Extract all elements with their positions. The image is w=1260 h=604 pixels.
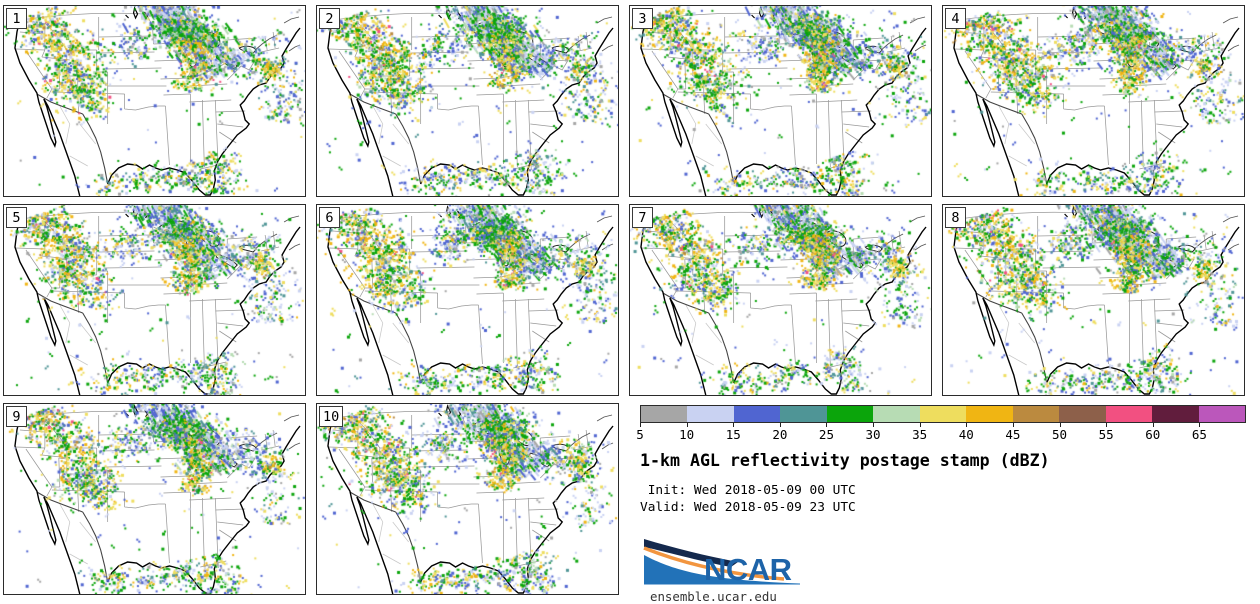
member-number: 10: [319, 406, 344, 427]
colorbar-segment: [919, 406, 967, 422]
ncar-logo-orange-arc: [643, 546, 785, 581]
colorbar-segment: [873, 406, 920, 422]
ensemble-member-panel: 8: [942, 204, 1245, 396]
colorbar-tick-label: 30: [865, 427, 881, 442]
colorbar-tick: [1199, 423, 1201, 427]
colorbar-tick: [873, 423, 875, 427]
ensemble-member-panel: 5: [3, 204, 306, 396]
member-number: 2: [319, 8, 340, 29]
colorbar-tick-label: 35: [912, 427, 928, 442]
ncar-logo-blue-swoosh: [644, 555, 800, 585]
figure-title: 1-km AGL reflectivity postage stamp (dBZ…: [640, 451, 1050, 470]
ensemble-member-panel: 2: [316, 5, 619, 197]
radar-echoes-canvas: [943, 6, 1244, 196]
colorbar-tick-label: 5: [636, 427, 644, 442]
valid-time: Valid: Wed 2018-05-09 23 UTC: [640, 500, 856, 515]
colorbar-tick-label: 40: [958, 427, 974, 442]
member-number: 3: [632, 8, 653, 29]
ensemble-member-panel: 6: [316, 204, 619, 396]
ensemble-member-panel: 3: [629, 5, 932, 197]
colorbar-segment: [826, 406, 874, 422]
colorbar-tick: [1152, 423, 1154, 427]
colorbar-segment: [1198, 406, 1246, 422]
colorbar-segment: [641, 406, 688, 422]
colorbar-tick-labels: 5 10 15 20 25 30 35 40 45 50 55 60 65: [636, 423, 1246, 442]
colorbar-tick: [919, 423, 921, 427]
member-number: 7: [632, 207, 653, 228]
colorbar-tick: [1059, 423, 1061, 427]
colorbar-tick-label: 50: [1052, 427, 1068, 442]
colorbar-tick-label: 20: [772, 427, 788, 442]
colorbar-tick: [686, 423, 688, 427]
member-number: 4: [945, 8, 966, 29]
colorbar-segment: [1105, 406, 1153, 422]
radar-echoes-canvas: [630, 6, 931, 196]
ncar-logo: NCAR: [643, 539, 800, 587]
colorbar-tick-label: 60: [1145, 427, 1161, 442]
colorbar-tick-label: 45: [1005, 427, 1021, 442]
member-number: 6: [319, 207, 340, 228]
init-valid-times: Init: Wed 2018-05-09 00 UTC Valid: Wed 2…: [640, 482, 1245, 516]
colorbar-tick-label: 25: [818, 427, 834, 442]
colorbar-segment: [1152, 406, 1199, 422]
ensemble-member-panel: 4: [942, 5, 1245, 197]
colorbar-tick: [733, 423, 735, 427]
colorbar-segment: [966, 406, 1013, 422]
colorbar-segment: [687, 406, 734, 422]
ncar-logo-navy-swoosh: [644, 539, 738, 567]
member-number: 8: [945, 207, 966, 228]
colorbar-segment: [1059, 406, 1106, 422]
colorbar-tick-label: 10: [679, 427, 695, 442]
colorbar-tick: [1012, 423, 1014, 427]
legend-info-block: 5 10 15 20 25 30 35 40 45 50 55 60 65 1-km AGL refle…: [629, 403, 1246, 604]
ncar-wordmark: NCAR: [704, 552, 792, 585]
radar-echoes-canvas: [943, 205, 1244, 395]
colorbar-tick: [1106, 423, 1108, 427]
radar-echoes-canvas: [4, 6, 305, 196]
colorbar-tick-label: 15: [725, 427, 741, 442]
radar-echoes-canvas: [317, 205, 618, 395]
colorbar-segment: [780, 406, 827, 422]
init-time: Init: Wed 2018-05-09 00 UTC: [640, 483, 856, 498]
colorbar-tick: [826, 423, 828, 427]
ensemble-member-panel: 1: [3, 5, 306, 197]
radar-echoes-canvas: [4, 404, 305, 594]
colorbar-tick-label: 55: [1098, 427, 1114, 442]
radar-echoes-canvas: [317, 6, 618, 196]
colorbar-tick: [966, 423, 968, 427]
member-number: 9: [6, 406, 27, 427]
ensemble-member-panel: 10: [316, 403, 619, 595]
member-number: 5: [6, 207, 27, 228]
colorbar-tick-label: 65: [1191, 427, 1207, 442]
colorbar-segment: [1012, 406, 1060, 422]
ensemble-member-panel: 7: [629, 204, 932, 396]
radar-echoes-canvas: [4, 205, 305, 395]
colorbar-tick: [640, 423, 641, 427]
reflectivity-colorbar: [640, 405, 1246, 423]
member-number: 1: [6, 8, 27, 29]
radar-echoes-canvas: [630, 205, 931, 395]
radar-echoes-canvas: [317, 404, 618, 594]
ensemble-member-panel: 9: [3, 403, 306, 595]
colorbar-segment: [733, 406, 781, 422]
colorbar-tick: [779, 423, 781, 427]
